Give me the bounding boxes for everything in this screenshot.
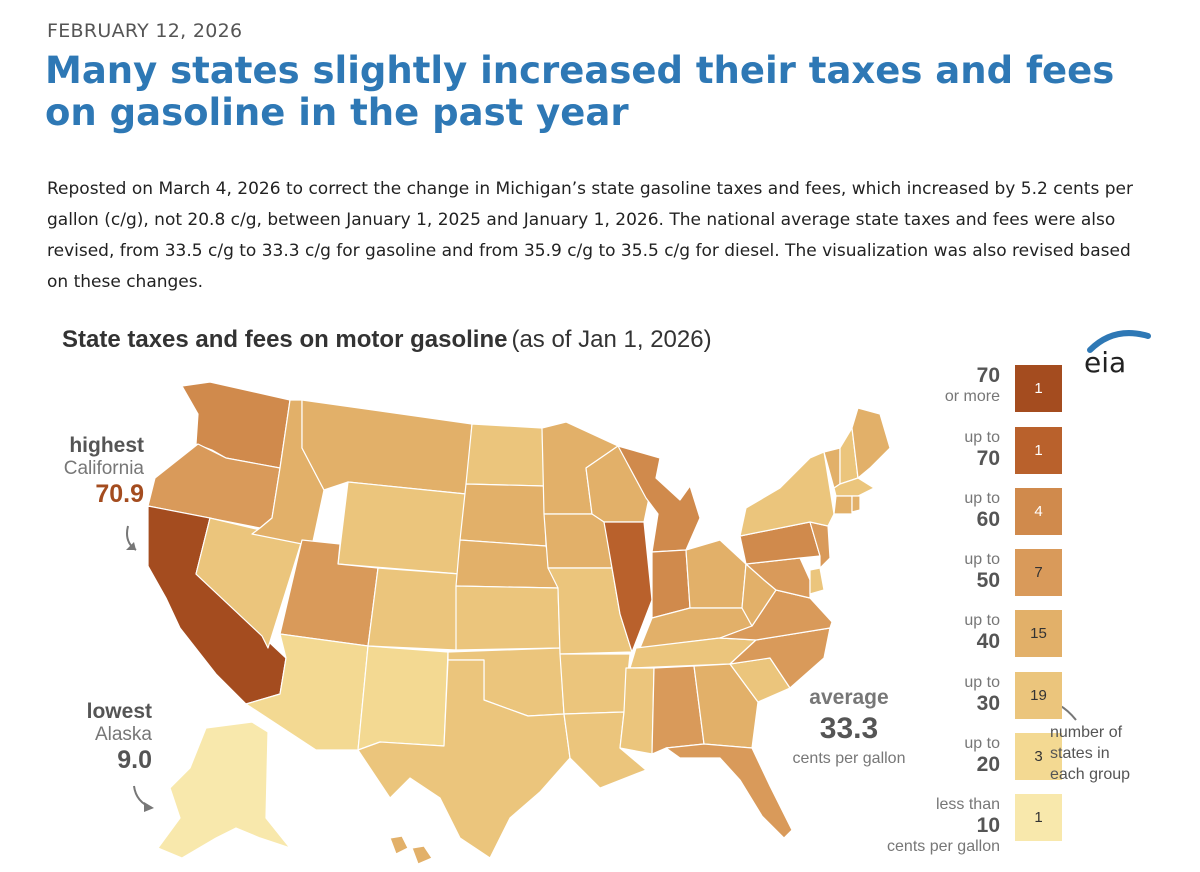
state-OH bbox=[685, 539, 747, 609]
state-RI bbox=[851, 495, 861, 513]
legend-swatch-0: 1 bbox=[1015, 365, 1062, 412]
state-MT bbox=[301, 399, 473, 495]
state-HI bbox=[389, 835, 433, 865]
lowest-arrow-head bbox=[144, 802, 154, 812]
state-SD bbox=[459, 483, 547, 547]
legend-row-3-bottom: 50 bbox=[976, 569, 1000, 592]
state-NE bbox=[455, 539, 559, 589]
legend-row-7-bottom: 10 bbox=[976, 814, 1000, 837]
state-IA bbox=[543, 513, 613, 569]
map-title: State taxes and fees on motor gasoline (a… bbox=[62, 326, 712, 354]
legend-note: number of states in each group bbox=[1050, 722, 1130, 785]
legend-swatch-2: 4 bbox=[1015, 488, 1062, 535]
legend-row-2-bottom: 60 bbox=[976, 508, 1000, 531]
highest-callout: highest California 70.9 bbox=[44, 434, 144, 509]
legend-row-7: less than 10 cents per gallon 1 bbox=[870, 794, 1140, 864]
legend-swatch-5: 19 bbox=[1015, 672, 1062, 719]
state-KS bbox=[455, 585, 561, 651]
legend-row-2-top: up to bbox=[964, 490, 1000, 507]
state-AR bbox=[559, 653, 631, 715]
highest-arrow-head bbox=[126, 542, 136, 550]
state-DE bbox=[809, 567, 825, 595]
legend-row-4: up to 40 15 bbox=[870, 610, 1140, 660]
lowest-callout: lowest Alaska 9.0 bbox=[44, 700, 152, 775]
legend-row-0: 70 or more 1 bbox=[870, 365, 1140, 415]
state-MS bbox=[619, 667, 655, 755]
state-AK bbox=[157, 721, 291, 859]
legend-row-5: up to 30 19 bbox=[870, 672, 1140, 722]
legend-row-5-bottom: 30 bbox=[976, 692, 1000, 715]
legend-note-line-2: states in bbox=[1050, 745, 1110, 762]
map-title-light: (as of Jan 1, 2026) bbox=[511, 326, 712, 353]
legend-row-1-bottom: 70 bbox=[976, 447, 1000, 470]
legend-count-4: 15 bbox=[1030, 625, 1047, 642]
legend-count-1: 1 bbox=[1034, 442, 1043, 459]
legend-row-0-top: 70 bbox=[976, 364, 1000, 387]
lowest-state: Alaska bbox=[94, 724, 152, 745]
average-label: average bbox=[809, 686, 889, 709]
legend-row-7-top: less than bbox=[935, 796, 1000, 813]
lowest-arrow bbox=[133, 785, 153, 809]
legend-row-5-top: up to bbox=[964, 674, 1000, 691]
state-TX bbox=[357, 659, 571, 859]
legend-row-0-bottom: or more bbox=[944, 388, 1000, 405]
legend-swatch-6: 3 bbox=[1015, 733, 1062, 780]
legend-row-3-top: up to bbox=[964, 551, 1000, 568]
legend-note-line-1: number of bbox=[1050, 724, 1123, 741]
legend-row-6-bottom: 20 bbox=[976, 753, 1000, 776]
legend-row-4-bottom: 40 bbox=[976, 630, 1000, 653]
legend-swatch-7: 1 bbox=[1015, 794, 1062, 841]
legend-row-4-top: up to bbox=[964, 612, 1000, 629]
lowest-value: 9.0 bbox=[117, 746, 152, 774]
legend-swatch-1: 1 bbox=[1015, 427, 1062, 474]
article-headline: Many states slightly increased their tax… bbox=[45, 49, 1115, 134]
average-unit: cents per gallon bbox=[792, 750, 906, 767]
article-date: FEBRUARY 12, 2026 bbox=[47, 20, 243, 42]
map-title-bold: State taxes and fees on motor gasoline bbox=[62, 326, 508, 353]
legend-note-line-3: each group bbox=[1050, 766, 1131, 783]
highest-label: highest bbox=[69, 434, 144, 457]
highest-state: California bbox=[63, 458, 144, 479]
average-callout: average 33.3 cents per gallon bbox=[784, 686, 914, 768]
average-value: 33.3 bbox=[819, 712, 879, 745]
legend-row-6-top: up to bbox=[964, 735, 1000, 752]
legend-count-6: 3 bbox=[1034, 748, 1043, 765]
legend-count-0: 1 bbox=[1034, 380, 1043, 397]
state-FL bbox=[665, 743, 793, 839]
legend-count-7: 1 bbox=[1034, 809, 1043, 826]
state-MI bbox=[617, 445, 701, 553]
map-figure: State taxes and fees on motor gasoline (a… bbox=[40, 318, 1160, 872]
legend-swatch-4: 15 bbox=[1015, 610, 1062, 657]
state-GA bbox=[693, 663, 759, 749]
legend-row-1: up to 70 1 bbox=[870, 427, 1140, 477]
repost-note: Reposted on March 4, 2026 to correct the… bbox=[47, 179, 1133, 292]
legend-count-5: 19 bbox=[1030, 687, 1047, 704]
state-ND bbox=[465, 423, 545, 487]
legend-row-3: up to 50 7 bbox=[870, 549, 1140, 599]
legend-count-3: 7 bbox=[1034, 564, 1043, 581]
lowest-label: lowest bbox=[86, 700, 152, 723]
legend-row-6: up to 20 3 bbox=[870, 733, 1140, 783]
state-IN bbox=[651, 549, 691, 619]
eia-logo: eia bbox=[1084, 330, 1151, 379]
legend-row-7-extra: cents per gallon bbox=[887, 838, 1000, 855]
highest-value: 70.9 bbox=[95, 480, 144, 508]
legend-swatch-3: 7 bbox=[1015, 549, 1062, 596]
eia-logo-text: eia bbox=[1084, 346, 1126, 379]
state-CT bbox=[833, 495, 853, 515]
legend-count-2: 4 bbox=[1034, 503, 1043, 520]
state-IL bbox=[603, 521, 653, 653]
state-NM bbox=[357, 645, 449, 751]
state-WY bbox=[337, 481, 467, 575]
legend-row-2: up to 60 4 bbox=[870, 488, 1140, 538]
state-CO bbox=[367, 567, 461, 651]
state-NY bbox=[739, 451, 835, 537]
legend-row-1-top: up to bbox=[964, 429, 1000, 446]
